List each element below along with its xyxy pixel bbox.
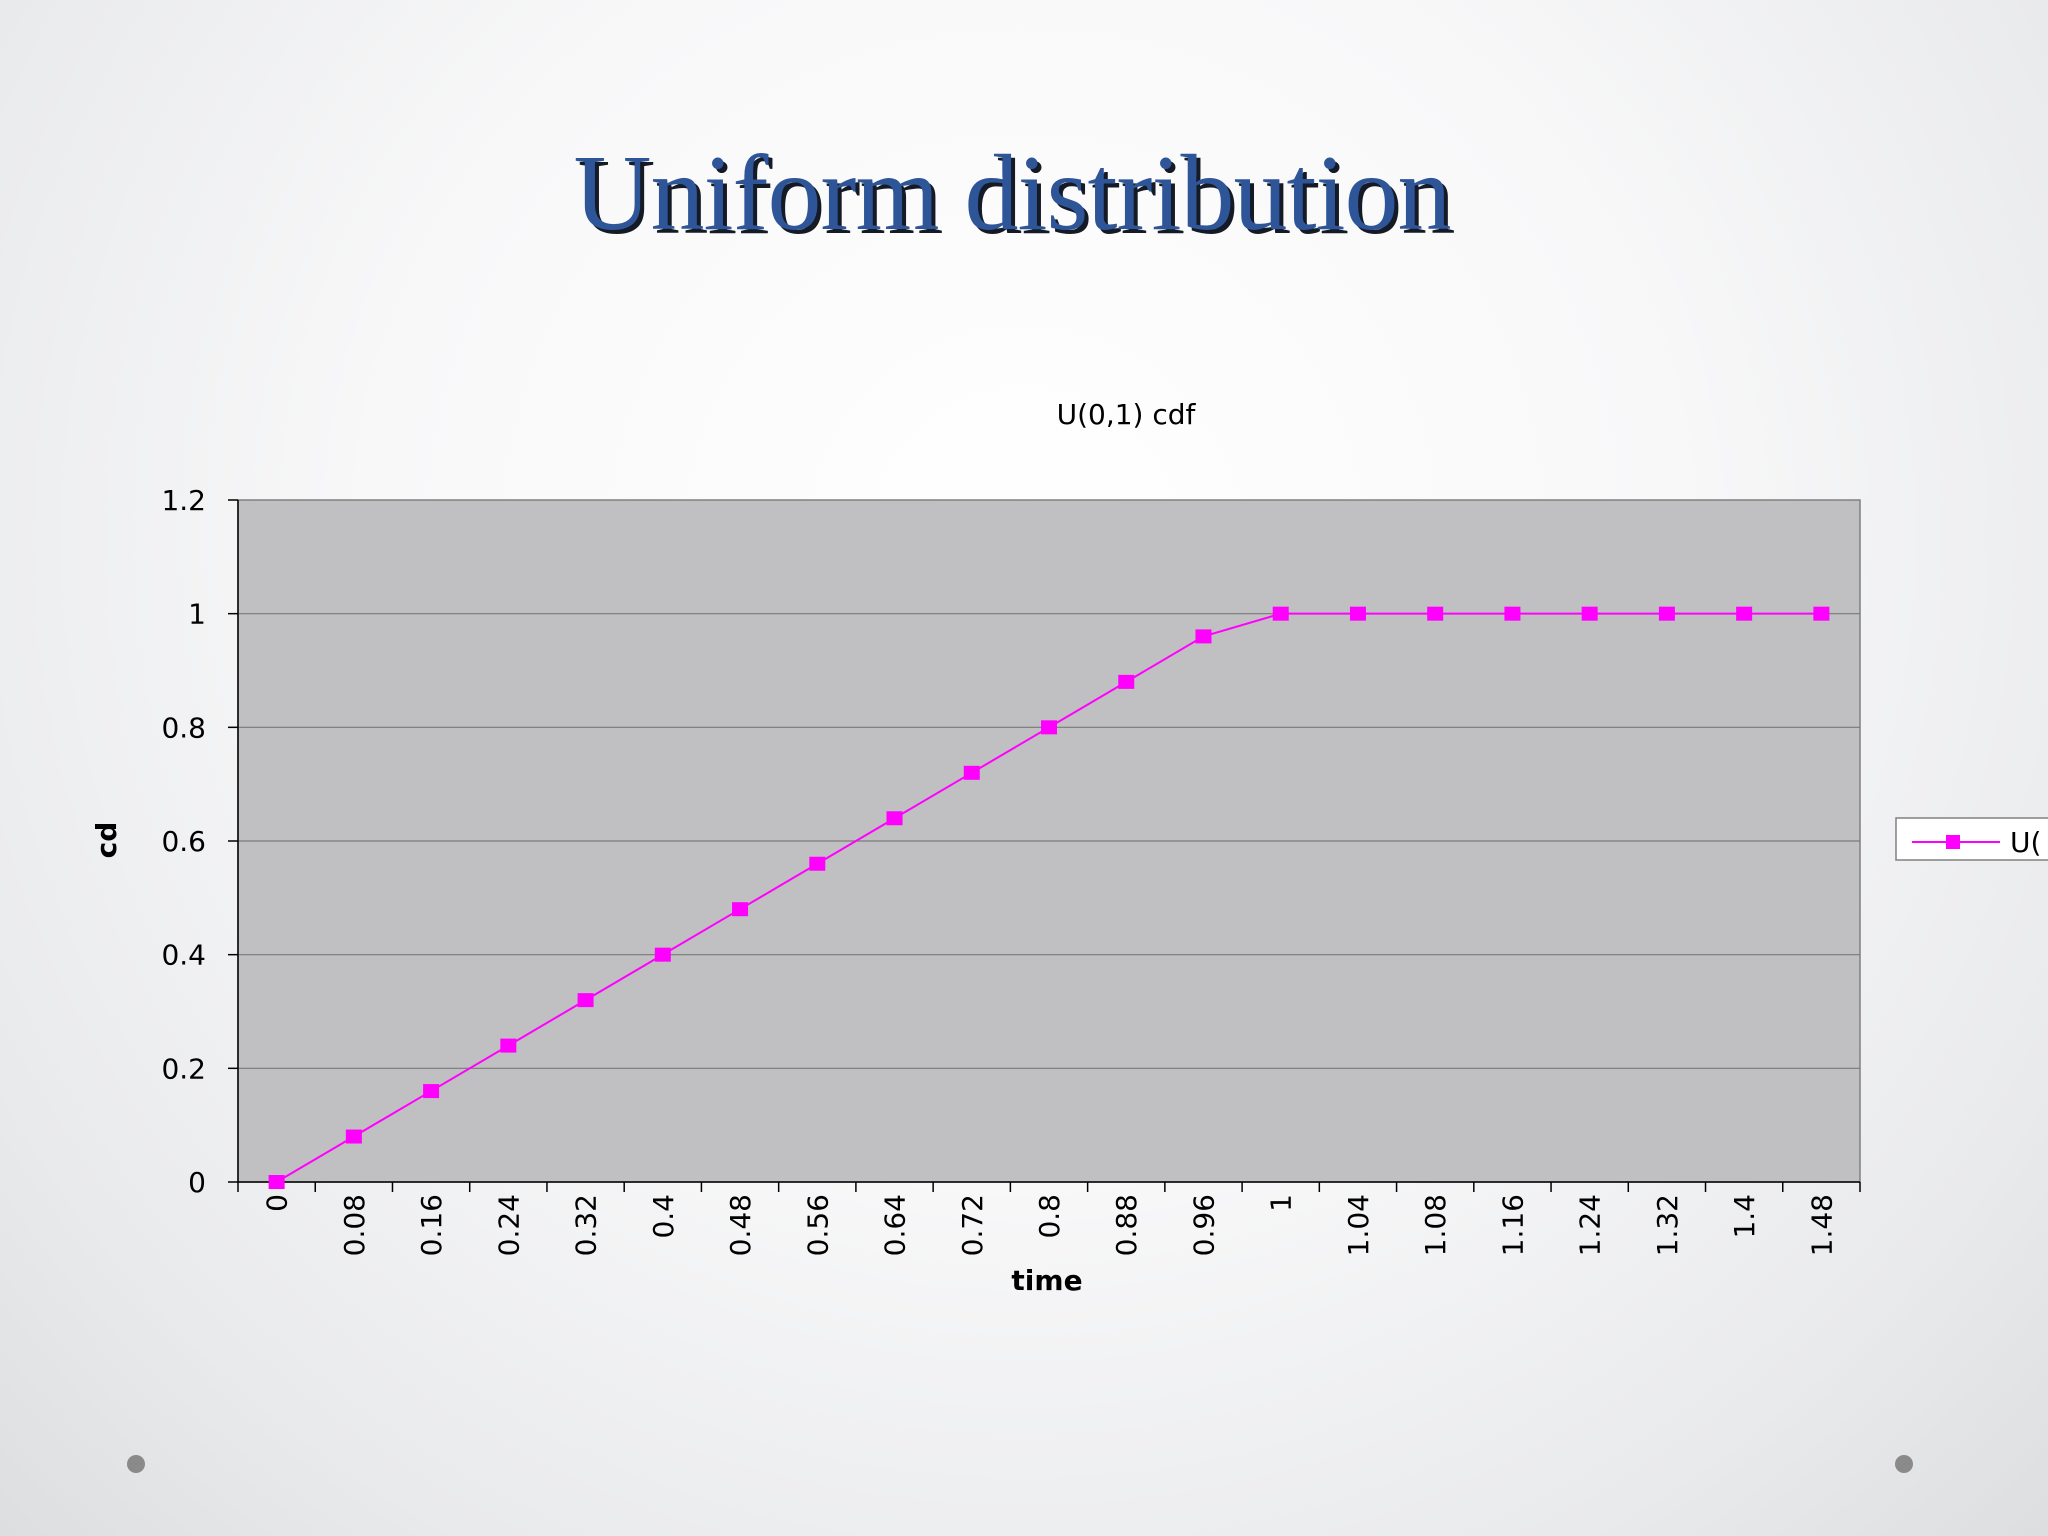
data-point-marker	[1813, 606, 1830, 621]
x-tick-label: 1.4	[1728, 1194, 1761, 1239]
data-point-marker	[1427, 606, 1444, 621]
legend-label: U(	[2010, 826, 2041, 859]
x-tick-label: 1.08	[1419, 1194, 1452, 1256]
legend: U(	[1895, 817, 2048, 861]
x-tick-label: 0	[261, 1194, 294, 1212]
y-tick-label: 0.2	[161, 1052, 206, 1085]
y-tick-labels: 0 0.2 0.4 0.6 0.8 1 1.2	[161, 484, 206, 1199]
data-point-marker	[345, 1129, 362, 1144]
data-point-marker	[1195, 629, 1212, 644]
data-point-marker	[1581, 606, 1598, 621]
x-tick-label: 0.32	[570, 1194, 603, 1256]
chart-title: U(0,1) cdf	[1057, 398, 1197, 431]
y-tick-label: 0	[188, 1166, 206, 1199]
x-tick-label: 1.48	[1805, 1194, 1838, 1256]
x-tick-label: 0.72	[956, 1194, 989, 1256]
data-point-marker	[886, 811, 903, 826]
data-point-marker	[500, 1038, 517, 1053]
x-tick-label: 0.64	[879, 1194, 912, 1256]
y-tick-label: 0.4	[161, 939, 206, 972]
x-tick-label: 1	[1265, 1194, 1298, 1212]
x-axis-label: time	[1011, 1264, 1082, 1297]
y-tick-label: 1.2	[161, 484, 206, 517]
x-tick-labels: 0 0.08 0.16 0.24 0.32 0.4 0.48 0.56 0.64 0.72 0.8 0…	[261, 1194, 1839, 1256]
y-tick-label: 0.8	[161, 711, 206, 744]
data-point-marker	[963, 765, 980, 780]
data-point-marker	[577, 993, 594, 1008]
data-point-marker	[732, 902, 749, 917]
axes	[228, 499, 1861, 1192]
x-tick-label: 0.88	[1110, 1194, 1143, 1256]
y-tick-label: 1	[188, 598, 206, 631]
legend-box	[1895, 817, 2048, 861]
x-tick-label: 0.96	[1187, 1194, 1220, 1256]
x-tick-label: 1.04	[1342, 1194, 1375, 1256]
x-tick-label: 1.24	[1574, 1194, 1607, 1256]
data-point-marker	[1504, 606, 1521, 621]
data-point-marker	[1041, 720, 1057, 735]
data-point-marker	[1349, 606, 1366, 621]
data-point-marker	[654, 947, 671, 962]
y-axis-label: cd	[90, 822, 123, 859]
data-point-marker	[1118, 674, 1135, 689]
legend-marker-swatch	[1946, 835, 1960, 849]
data-point-marker	[423, 1084, 440, 1099]
data-point-marker	[809, 856, 826, 871]
x-tick-label: 0.24	[492, 1194, 525, 1256]
data-point-marker	[1736, 606, 1753, 621]
x-tick-label: 1.32	[1651, 1194, 1684, 1256]
slide-title: Uniform distribution	[573, 134, 1452, 253]
data-point-marker	[1658, 606, 1675, 621]
data-point-marker	[268, 1175, 285, 1189]
data-point-marker	[1272, 606, 1289, 621]
y-tick-label: 0.6	[161, 825, 206, 858]
x-tick-label: 0.8	[1033, 1194, 1066, 1239]
bullet-dot-left	[127, 1455, 145, 1473]
x-tick-label: 0.56	[801, 1194, 834, 1256]
x-tick-label: 0.08	[338, 1194, 371, 1256]
x-tick-label: 0.4	[647, 1194, 680, 1239]
x-tick-label: 1.16	[1496, 1194, 1529, 1256]
series-u	[268, 606, 1830, 1189]
x-tick-label: 0.48	[724, 1194, 757, 1256]
x-tick-label: 0.16	[415, 1194, 448, 1256]
bullet-dot-right	[1895, 1455, 1913, 1473]
